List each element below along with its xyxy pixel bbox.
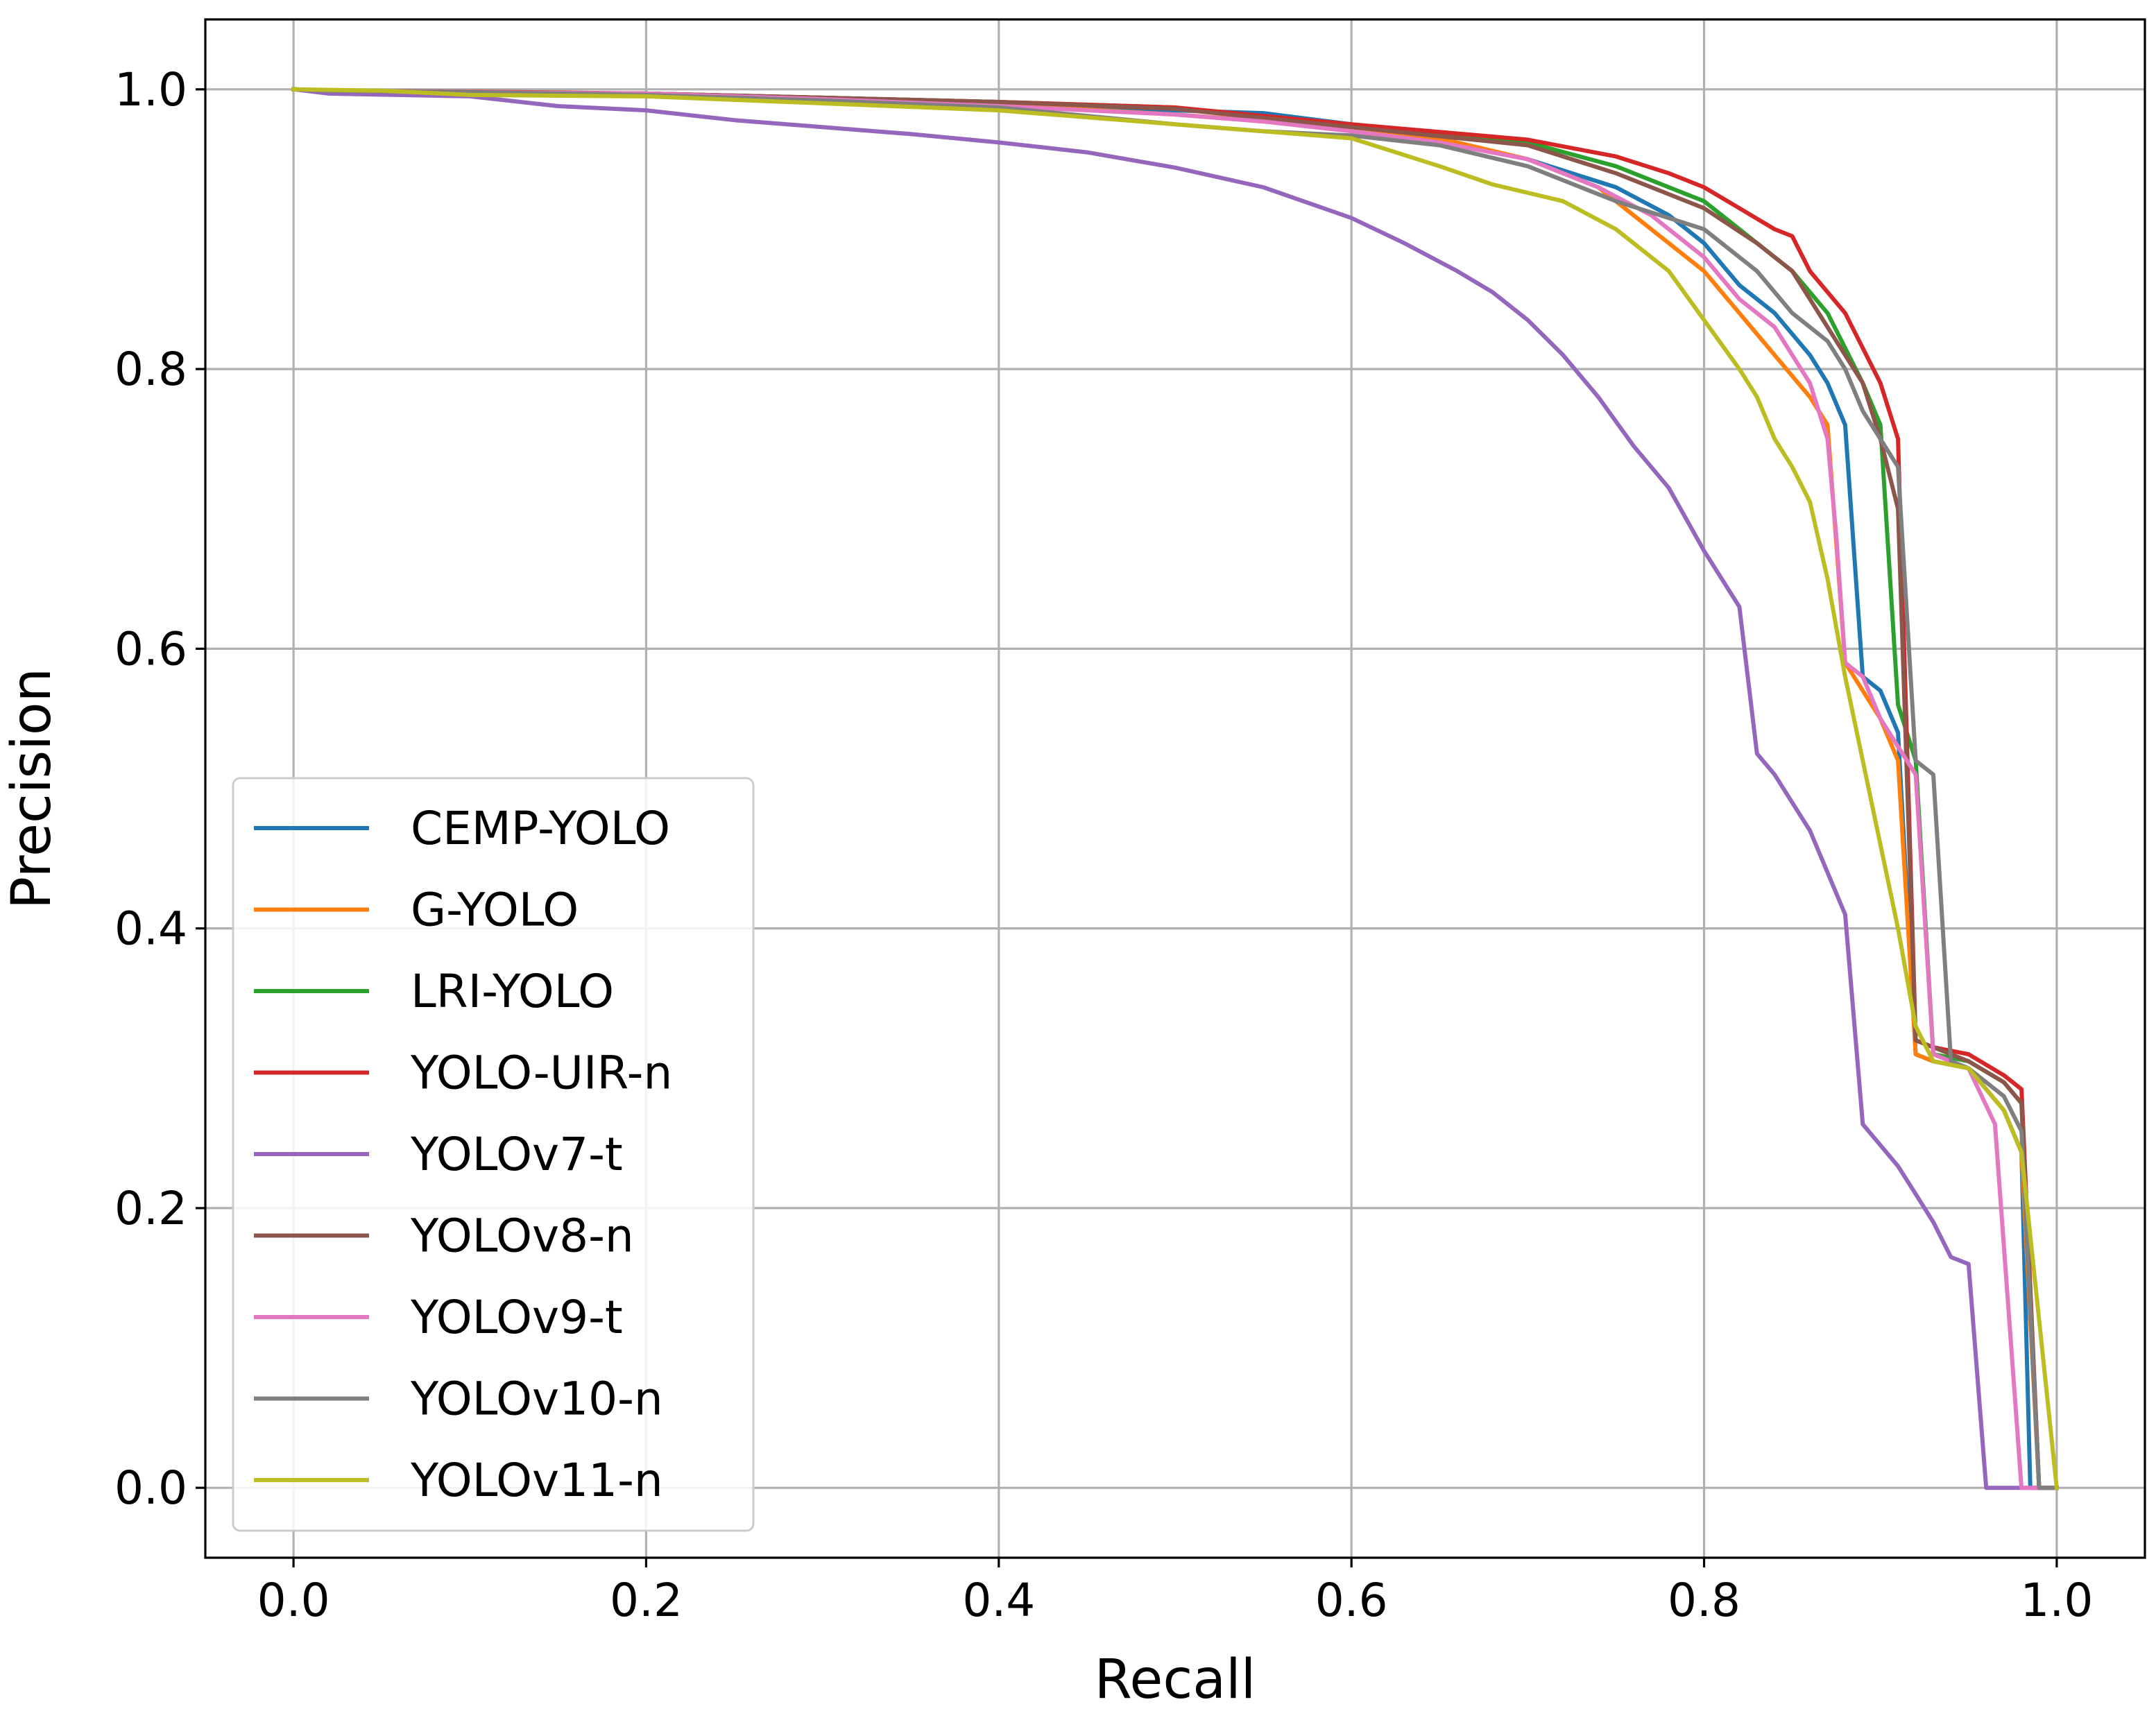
series-lines xyxy=(291,87,2060,1490)
y-tick-label: 1.0 xyxy=(114,63,187,117)
x-tick-label: 1.0 xyxy=(2020,1574,2093,1627)
axis-ticks: 0.0 0.2 0.4 0.6 0.8 1.0 0.0 0.2 0.4 0.6 0.8 1.0 xyxy=(114,63,2093,1627)
x-tick-label: 0.4 xyxy=(962,1574,1035,1627)
y-axis-label: Precision xyxy=(1,668,63,909)
y-tick-label: 0.4 xyxy=(114,902,187,956)
legend-label: YOLOv7-t xyxy=(410,1128,623,1181)
legend-label: YOLOv9-t xyxy=(410,1291,623,1344)
legend-label: LRI-YOLO xyxy=(411,965,614,1018)
y-tick-label: 0.8 xyxy=(114,343,187,396)
x-axis-label: Recall xyxy=(1095,1649,1256,1711)
legend-label: YOLOv10-n xyxy=(410,1373,663,1426)
series-line-yolov11-n xyxy=(291,87,2060,1490)
y-tick-label: 0.2 xyxy=(114,1182,187,1235)
legend-label: YOLOv8-n xyxy=(410,1210,634,1263)
legend-label: YOLOv11-n xyxy=(410,1454,663,1507)
y-tick-label: 0.6 xyxy=(114,622,187,676)
x-tick-label: 0.2 xyxy=(610,1574,683,1627)
legend-label: G-YOLO xyxy=(411,884,579,937)
x-tick-label: 0.0 xyxy=(257,1574,330,1627)
legend: CEMP-YOLO G-YOLO LRI-YOLO YOLO-UIR-n YOLOv7-… xyxy=(232,777,755,1532)
legend-label: YOLO-UIR-n xyxy=(410,1047,672,1100)
y-tick-label: 0.0 xyxy=(114,1461,187,1515)
x-tick-label: 0.6 xyxy=(1315,1574,1388,1627)
series-line-yolov7-t xyxy=(291,87,2059,1490)
legend-label: CEMP-YOLO xyxy=(411,802,670,855)
x-tick-label: 0.8 xyxy=(1668,1574,1740,1627)
plot-frame xyxy=(204,18,2146,1559)
legend-box xyxy=(232,777,755,1532)
